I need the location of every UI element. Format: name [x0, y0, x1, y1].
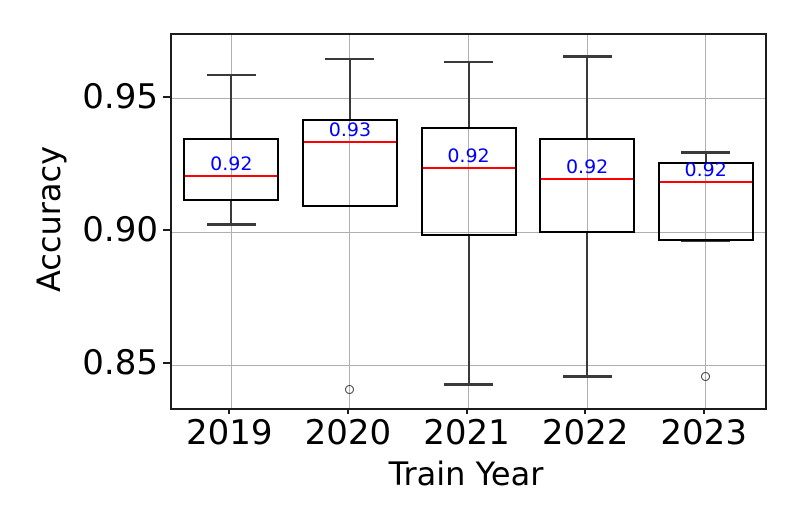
v-gridline	[586, 35, 588, 408]
upper-whisker-cap	[325, 57, 375, 61]
median-line	[659, 180, 752, 183]
upper-whisker	[348, 58, 351, 121]
lower-whisker-cap	[444, 383, 493, 386]
x-tick-mark	[584, 408, 587, 414]
iqr-box	[539, 137, 636, 234]
lower-whisker	[230, 200, 233, 225]
median-value-label: 0.92	[684, 158, 727, 181]
upper-whisker	[586, 56, 589, 139]
lower-whisker-cap	[206, 223, 256, 226]
upper-whisker	[467, 61, 470, 129]
median-line	[185, 175, 278, 178]
x-tick-label: 2023	[660, 413, 747, 453]
iqr-box	[301, 119, 398, 207]
median-line	[303, 140, 396, 143]
y-tick-mark	[163, 229, 170, 232]
v-gridline	[349, 35, 351, 408]
x-tick-mark	[702, 408, 705, 414]
median-value-label: 0.92	[210, 153, 253, 176]
y-tick-label: 0.85	[82, 343, 158, 384]
v-gridline	[705, 35, 707, 408]
y-tick-label: 0.90	[82, 210, 158, 251]
lower-whisker-cap	[562, 375, 612, 378]
x-tick-label: 2020	[304, 413, 392, 453]
plot-area: 0.92 0.93 0.92 0.92 0.92	[170, 33, 767, 410]
upper-whisker-cap	[444, 60, 493, 64]
median-line	[422, 167, 515, 170]
outlier-point	[345, 384, 355, 394]
upper-whisker-cap	[562, 55, 612, 58]
x-tick-label: 2022	[541, 413, 629, 453]
v-gridline	[468, 35, 469, 408]
upper-whisker	[704, 152, 707, 163]
iqr-box	[657, 161, 754, 242]
y-tick-mark	[163, 95, 170, 98]
median-value-label: 0.93	[328, 118, 372, 141]
iqr-box	[420, 127, 517, 236]
x-tick-label: 2019	[186, 413, 273, 453]
x-tick-label: 2021	[423, 413, 510, 453]
y-tick-label: 0.95	[82, 76, 158, 117]
y-tick-mark	[163, 362, 170, 365]
lower-whisker	[586, 232, 589, 377]
x-tick-mark	[228, 408, 231, 414]
median-value-label: 0.92	[447, 145, 490, 168]
x-tick-mark	[346, 408, 349, 414]
x-tick-mark	[465, 408, 468, 414]
x-axis-title: Train Year	[388, 455, 544, 493]
median-line	[541, 177, 634, 180]
upper-whisker-cap	[206, 73, 256, 77]
median-value-label: 0.92	[565, 155, 609, 178]
lower-whisker	[467, 234, 470, 384]
upper-whisker-cap	[681, 151, 731, 154]
iqr-box	[183, 137, 280, 202]
outlier-point	[701, 371, 711, 381]
upper-whisker	[230, 74, 233, 139]
